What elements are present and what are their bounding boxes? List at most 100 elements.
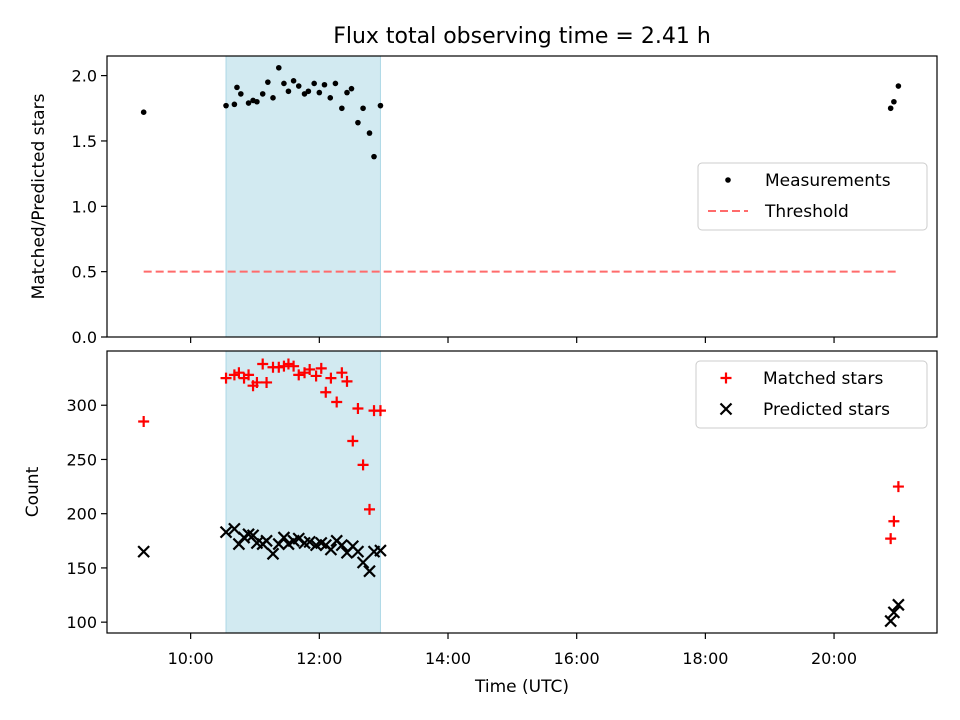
- count-panel: 100 150 200 250 300 Count Matched stars Predict…: [23, 350, 938, 639]
- y-tick-label: 300: [66, 396, 97, 415]
- data-point: [304, 363, 316, 375]
- data-point: [138, 416, 150, 427]
- data-point: [290, 78, 297, 84]
- data-point: [891, 98, 897, 105]
- x-tick-label: 12:00: [296, 649, 342, 668]
- data-point: [137, 545, 150, 558]
- legend-label: Predicted stars: [763, 400, 890, 420]
- data-point: [257, 358, 269, 370]
- x-tick-label: 18:00: [682, 649, 728, 668]
- data-point: [303, 535, 316, 549]
- data-point: [277, 531, 291, 544]
- data-point: [254, 98, 260, 105]
- y-tick-label: 0.5: [72, 263, 97, 282]
- legend-box: [695, 360, 928, 429]
- data-point: [341, 375, 353, 387]
- data-point: [327, 95, 334, 101]
- data-point: [293, 369, 305, 381]
- data-point: [352, 402, 364, 414]
- data-point: [223, 102, 229, 109]
- data-point: [363, 564, 376, 578]
- data-point: [339, 105, 345, 112]
- legend-box: [697, 162, 928, 231]
- data-point: [335, 538, 349, 552]
- chart-title: Flux total observing time = 2.41 h: [333, 24, 711, 49]
- x-tick-label: 20:00: [811, 649, 857, 668]
- data-point: [895, 83, 902, 89]
- legend-label: Matched stars: [763, 369, 883, 389]
- x-tick-label: 16:00: [554, 649, 600, 668]
- plot-frame: [106, 55, 938, 338]
- data-point: [888, 515, 900, 527]
- data-point: [281, 80, 287, 87]
- y-tick-label: 100: [66, 613, 97, 632]
- data-point: [324, 543, 338, 556]
- data-point: [331, 396, 343, 408]
- data-point: [366, 130, 373, 136]
- data-point: [305, 88, 312, 95]
- data-point: [315, 362, 327, 374]
- y-tick-label: 1.5: [72, 132, 97, 151]
- data-point: [243, 369, 255, 381]
- y-axis-label: Matched/Predicted stars: [29, 93, 49, 299]
- data-point: [885, 533, 897, 545]
- data-point: [231, 101, 238, 108]
- data-point: [344, 89, 350, 96]
- data-point: [357, 459, 369, 471]
- data-point: [321, 81, 328, 88]
- data-point: [348, 85, 355, 92]
- x-axis-label: Time (UTC): [474, 677, 569, 697]
- y-tick-label: 0.0: [72, 328, 97, 347]
- data-point: [355, 119, 361, 126]
- series-matched-stars: [138, 358, 904, 545]
- ratio-panel: 0.0 0.5 1.0 1.5 2.0 Matched/Predicted stars Me…: [29, 55, 938, 347]
- data-point: [374, 405, 386, 417]
- data-point: [259, 91, 266, 97]
- legend-marker: [725, 177, 731, 183]
- series-measurements: [140, 64, 902, 160]
- data-point: [311, 80, 317, 87]
- data-point: [356, 556, 370, 569]
- data-point: [140, 109, 147, 115]
- data-point: [220, 372, 232, 384]
- data-point: [377, 102, 384, 109]
- y-tick-label: 1.0: [72, 197, 97, 216]
- data-point: [233, 367, 245, 379]
- data-point: [332, 80, 339, 87]
- data-point: [887, 105, 894, 112]
- legend: Matched stars Predicted stars: [695, 360, 928, 429]
- data-point: [374, 544, 387, 557]
- y-tick-label: 150: [66, 559, 97, 578]
- data-point: [347, 435, 359, 447]
- data-point: [234, 84, 240, 91]
- data-point: [251, 376, 263, 388]
- data-point: [892, 598, 905, 612]
- data-point: [266, 547, 280, 561]
- data-point: [238, 91, 244, 97]
- data-point: [310, 370, 322, 382]
- data-point: [371, 153, 377, 160]
- legend-label: Threshold: [764, 202, 849, 222]
- y-tick-label: 250: [66, 450, 97, 469]
- series-predicted-stars: [137, 522, 905, 628]
- data-point: [270, 95, 276, 101]
- data-point: [884, 614, 897, 628]
- legend-label: Measurements: [765, 171, 891, 191]
- data-point: [360, 105, 366, 112]
- legend-marker: [719, 402, 733, 416]
- data-point: [325, 372, 337, 384]
- data-point: [282, 358, 294, 370]
- data-point: [336, 367, 348, 379]
- data-point: [260, 534, 273, 548]
- data-point: [351, 545, 365, 558]
- data-point: [275, 64, 282, 71]
- data-point: [261, 376, 273, 388]
- x-tick-label: 14:00: [425, 649, 471, 668]
- data-point: [288, 360, 300, 372]
- data-point: [887, 606, 901, 619]
- data-point: [364, 503, 376, 515]
- data-point: [285, 88, 292, 95]
- legend: Measurements Threshold: [697, 162, 928, 231]
- legend-marker: [720, 372, 732, 384]
